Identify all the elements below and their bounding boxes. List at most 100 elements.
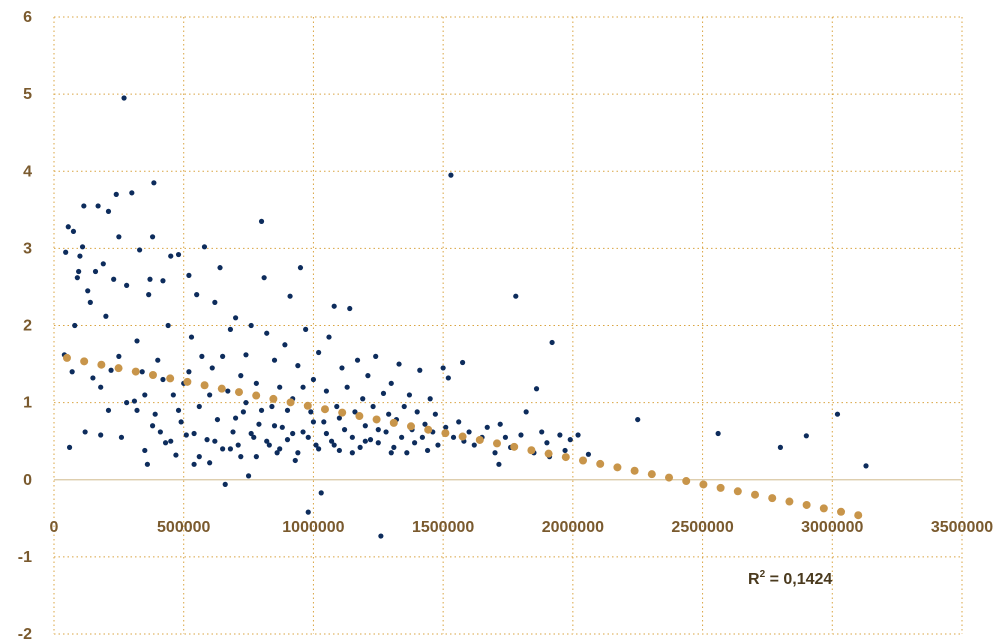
data-point (277, 446, 283, 452)
data-point (225, 388, 231, 394)
x-axis-tick-labels: 0 500000 1000000 1500000 2000000 2500000 30000… (50, 519, 994, 536)
data-point (544, 440, 550, 446)
data-point (336, 415, 342, 421)
data-point (448, 172, 454, 178)
data-point (245, 473, 252, 479)
y-tick-label: 4 (23, 163, 32, 180)
data-point (297, 265, 304, 271)
data-point (137, 247, 143, 253)
data-point (391, 444, 397, 450)
data-point (196, 403, 202, 410)
data-point (157, 429, 163, 435)
data-point (144, 461, 150, 467)
data-point (417, 367, 423, 373)
data-point (207, 392, 213, 398)
trendline-dot (252, 391, 261, 400)
trendline-dot (613, 463, 622, 472)
data-point (443, 424, 449, 430)
x-tick-label: 2500000 (671, 519, 733, 536)
data-point (186, 369, 192, 375)
x-tick-label: 1500000 (412, 519, 474, 536)
trendline-dot (389, 418, 398, 427)
data-point (204, 437, 210, 443)
data-point (66, 444, 73, 450)
data-point (310, 419, 317, 425)
data-point (149, 234, 156, 240)
data-point (146, 292, 152, 298)
trendline-dot (527, 446, 536, 455)
data-point (432, 411, 438, 417)
data-point (248, 430, 254, 437)
data-point (264, 330, 270, 336)
data-point (243, 400, 249, 406)
data-point (118, 434, 125, 440)
data-point (435, 442, 441, 448)
data-point (414, 409, 420, 415)
trendline-dot (166, 374, 175, 383)
data-point (186, 272, 192, 278)
data-point (240, 409, 246, 415)
data-point (173, 452, 179, 458)
data-point (334, 403, 340, 410)
data-point (98, 384, 104, 390)
data-point (303, 326, 309, 332)
data-point (365, 373, 371, 379)
data-point (803, 433, 809, 439)
data-point (76, 268, 82, 275)
x-tick-label: 3000000 (801, 519, 863, 536)
data-point (82, 429, 88, 435)
data-point (396, 361, 402, 367)
data-point (266, 442, 272, 448)
data-point (496, 461, 502, 467)
data-point (370, 403, 376, 410)
data-point (160, 278, 166, 284)
trendline-dot (62, 353, 71, 362)
trendline-dot (320, 405, 329, 414)
y-tick-label: 6 (23, 9, 32, 26)
trendline-dot (338, 408, 347, 417)
data-point (328, 438, 335, 444)
data-point (284, 437, 291, 443)
data-point (399, 434, 405, 440)
data-point (292, 457, 298, 464)
data-point (77, 253, 83, 259)
data-point (95, 203, 101, 209)
data-point (575, 432, 581, 438)
data-point (230, 429, 236, 435)
y-tick-label: -2 (18, 626, 32, 643)
data-point (497, 421, 503, 427)
data-point (316, 349, 322, 356)
data-point (373, 353, 379, 359)
data-point (178, 419, 184, 425)
data-point (352, 409, 358, 415)
data-point (277, 384, 283, 390)
data-point (269, 403, 275, 410)
trendline-dot (406, 422, 415, 431)
data-point (349, 450, 355, 456)
data-point (323, 388, 329, 394)
trendline-dot (217, 384, 226, 393)
data-point (354, 357, 361, 363)
data-points (61, 95, 869, 539)
trendline-dot (751, 490, 760, 499)
data-point (251, 434, 257, 440)
trendline-dot (441, 429, 450, 438)
data-point (375, 440, 381, 446)
data-point (318, 490, 324, 496)
trendline-dot (579, 456, 588, 465)
trendline-dot (785, 497, 794, 506)
y-tick-label: 1 (23, 395, 32, 412)
trendline-dot (458, 432, 467, 441)
data-point (456, 419, 462, 425)
trendline-dot (699, 480, 708, 489)
data-point (460, 359, 466, 366)
data-point (165, 322, 171, 329)
data-point (562, 447, 568, 454)
data-point (412, 440, 418, 446)
data-point (362, 438, 368, 444)
data-point (248, 322, 254, 329)
data-point (362, 423, 368, 429)
data-point (168, 438, 174, 444)
data-point (308, 409, 314, 415)
